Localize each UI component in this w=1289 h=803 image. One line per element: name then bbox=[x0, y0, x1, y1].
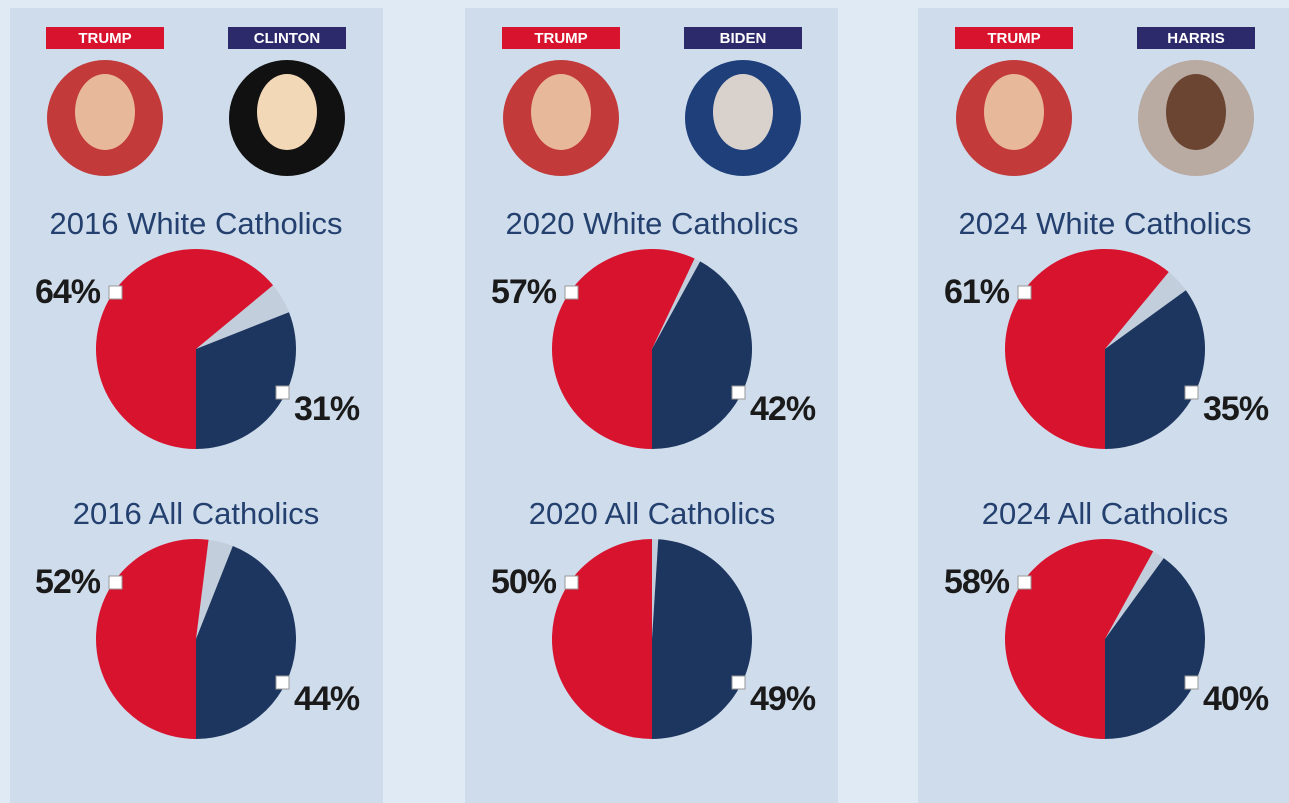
candidate-name: TRUMP bbox=[534, 30, 587, 47]
candidate-name: CLINTON bbox=[254, 30, 320, 47]
pie-slice bbox=[1105, 290, 1205, 449]
pie-slice bbox=[652, 261, 752, 449]
value-label: 61% bbox=[944, 273, 1010, 311]
candidate-face bbox=[984, 74, 1044, 150]
value-label: 64% bbox=[35, 273, 101, 311]
label-marker bbox=[1184, 385, 1199, 400]
label-marker bbox=[108, 575, 123, 590]
pie-slice bbox=[652, 539, 753, 739]
value-label: 49% bbox=[750, 680, 816, 718]
label-marker bbox=[731, 675, 746, 690]
label-marker bbox=[275, 385, 290, 400]
label-marker bbox=[731, 385, 746, 400]
candidate-face bbox=[257, 74, 317, 150]
candidate-tag-navy bbox=[684, 27, 802, 49]
label-marker bbox=[564, 285, 579, 300]
label-marker bbox=[564, 575, 579, 590]
chart-title: 2024 White Catholics bbox=[959, 206, 1252, 241]
candidate-tag-navy bbox=[1137, 27, 1255, 49]
label-marker bbox=[108, 285, 123, 300]
candidate-name: HARRIS bbox=[1167, 30, 1225, 47]
value-label: 42% bbox=[750, 390, 816, 428]
label-marker bbox=[1017, 285, 1032, 300]
candidate-face bbox=[531, 74, 591, 150]
candidate-name: TRUMP bbox=[987, 30, 1040, 47]
chart-title: 2020 White Catholics bbox=[506, 206, 799, 241]
candidate-tag-navy bbox=[228, 27, 346, 49]
pie-slice bbox=[1105, 558, 1205, 740]
label-marker bbox=[1184, 675, 1199, 690]
pie-slice bbox=[196, 546, 297, 739]
candidate-name: TRUMP bbox=[78, 30, 131, 47]
chart-title: 2016 White Catholics bbox=[50, 206, 343, 241]
value-label: 58% bbox=[944, 563, 1010, 601]
value-label: 57% bbox=[491, 273, 557, 311]
value-label: 44% bbox=[294, 680, 360, 718]
pie-slice bbox=[196, 312, 296, 449]
value-label: 40% bbox=[1203, 680, 1269, 718]
pie-slice bbox=[1004, 248, 1169, 450]
candidate-face bbox=[75, 74, 135, 150]
chart-title: 2016 All Catholics bbox=[73, 496, 319, 531]
candidate-tag-red bbox=[502, 27, 620, 49]
chart-title: 2020 All Catholics bbox=[529, 496, 775, 531]
chart-title: 2024 All Catholics bbox=[982, 496, 1228, 531]
pie-slice bbox=[1004, 539, 1154, 739]
candidate-tag-red bbox=[955, 27, 1073, 49]
candidate-face bbox=[713, 74, 773, 150]
label-marker bbox=[1017, 575, 1032, 590]
candidate-tag-red bbox=[46, 27, 164, 49]
value-label: 50% bbox=[491, 563, 557, 601]
value-label: 31% bbox=[294, 390, 360, 428]
candidate-name: BIDEN bbox=[720, 30, 767, 47]
candidate-face bbox=[1166, 74, 1226, 150]
pie-slice bbox=[96, 539, 209, 739]
value-label: 35% bbox=[1203, 390, 1269, 428]
label-marker bbox=[275, 675, 290, 690]
value-label: 52% bbox=[35, 563, 101, 601]
pie-slice bbox=[95, 248, 274, 449]
pie-slice bbox=[551, 248, 695, 449]
